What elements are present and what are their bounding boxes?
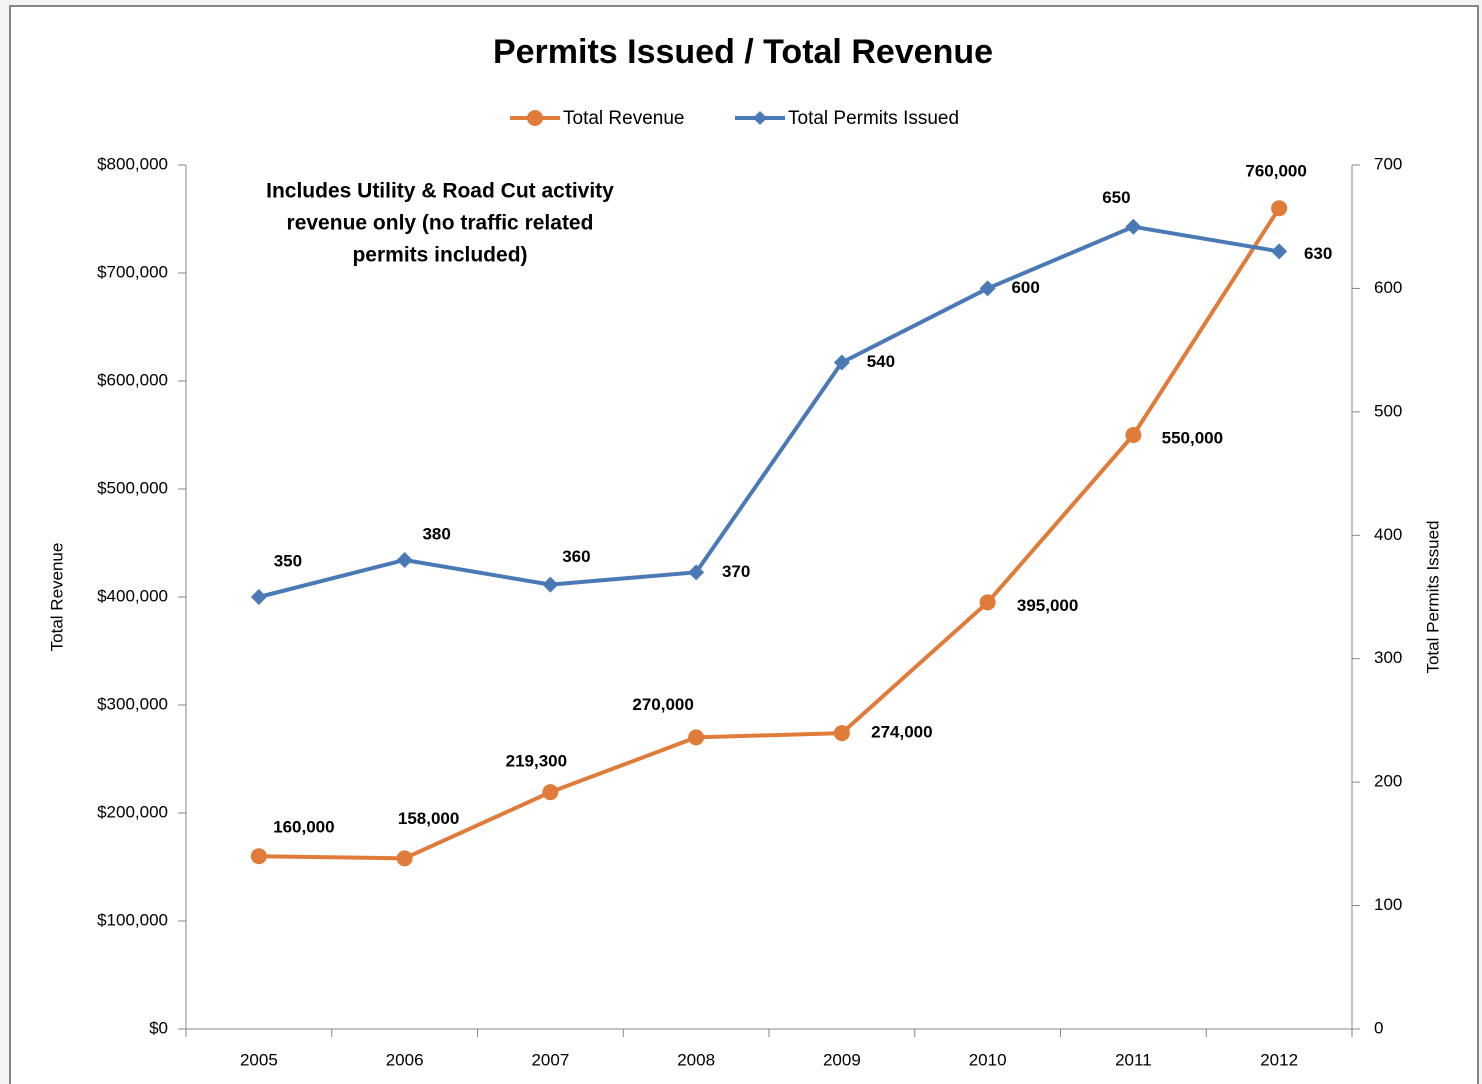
x-tick-label: 2009 [823,1050,861,1069]
chart-area [9,5,1479,1084]
data-label: 270,000 [632,695,693,714]
data-label: 395,000 [1017,596,1078,615]
point [979,280,996,297]
y-axis-label: Total Revenue [47,543,66,652]
point [542,784,559,801]
y-tick-label: $800,000 [97,154,168,173]
point [1125,218,1142,235]
legend-label: Total Permits Issued [788,108,959,129]
annotation: revenue only (no traffic related [287,212,594,235]
y-tick-label: $300,000 [97,694,168,713]
data-label: 630 [1304,244,1332,263]
y2-tick-label: 200 [1374,772,1402,791]
point [1271,200,1288,217]
y2-tick-label: 100 [1374,895,1402,914]
data-label: 350 [274,551,302,570]
data-label: 158,000 [398,809,459,828]
y2-tick-label: 400 [1374,525,1402,544]
data-label: 600 [1011,278,1039,297]
y-tick-label: $100,000 [97,910,168,929]
x-tick-label: 2010 [969,1050,1007,1069]
y-tick-label: $500,000 [97,478,168,497]
data-label: 360 [562,547,590,566]
point [250,848,267,865]
x-tick-label: 2007 [531,1050,569,1069]
y2-tick-label: 700 [1374,154,1402,173]
y-tick-label: $700,000 [97,262,168,281]
x-tick-label: 2012 [1260,1050,1298,1069]
x-tick-label: 2005 [240,1050,278,1069]
y2-axis-label: Total Permits Issued [1423,520,1442,673]
data-label: 550,000 [1162,428,1223,447]
point [688,729,705,746]
legend-label: Total Revenue [563,108,684,129]
y-tick-label: $600,000 [97,370,168,389]
point [688,564,705,581]
point [250,589,267,605]
series-line [258,207,1281,861]
y-tick-label: $0 [149,1018,168,1037]
point [1271,243,1288,260]
series-line [258,224,1280,599]
point [396,850,413,867]
data-label: 760,000 [1245,162,1306,181]
data-label: 160,000 [273,818,334,837]
data-label: 540 [867,352,895,371]
data-label: 380 [422,524,450,543]
legend-marker [753,111,767,125]
x-tick-label: 2006 [386,1050,424,1069]
legend-marker [527,110,543,126]
x-tick-label: 2008 [677,1050,715,1069]
y-tick-label: $200,000 [97,802,168,821]
data-label: 219,300 [506,752,567,771]
x-tick-label: 2011 [1115,1050,1152,1069]
data-label: 274,000 [871,723,932,742]
y2-tick-label: 500 [1374,401,1402,420]
chart-title: Permits Issued / Total Revenue [493,33,993,71]
point [979,594,996,611]
y2-tick-label: 300 [1374,648,1402,667]
point [1125,427,1142,443]
point [396,551,413,568]
data-label: 370 [722,562,750,581]
data-label: 650 [1102,188,1130,207]
y2-tick-label: 600 [1374,278,1402,297]
point [542,576,559,593]
y-tick-label: $400,000 [97,586,168,605]
annotation: permits included) [352,244,527,267]
point [833,354,850,371]
annotation: Includes Utility & Road Cut activity [266,180,614,203]
y2-tick-label: 0 [1374,1018,1383,1037]
point [833,725,850,742]
